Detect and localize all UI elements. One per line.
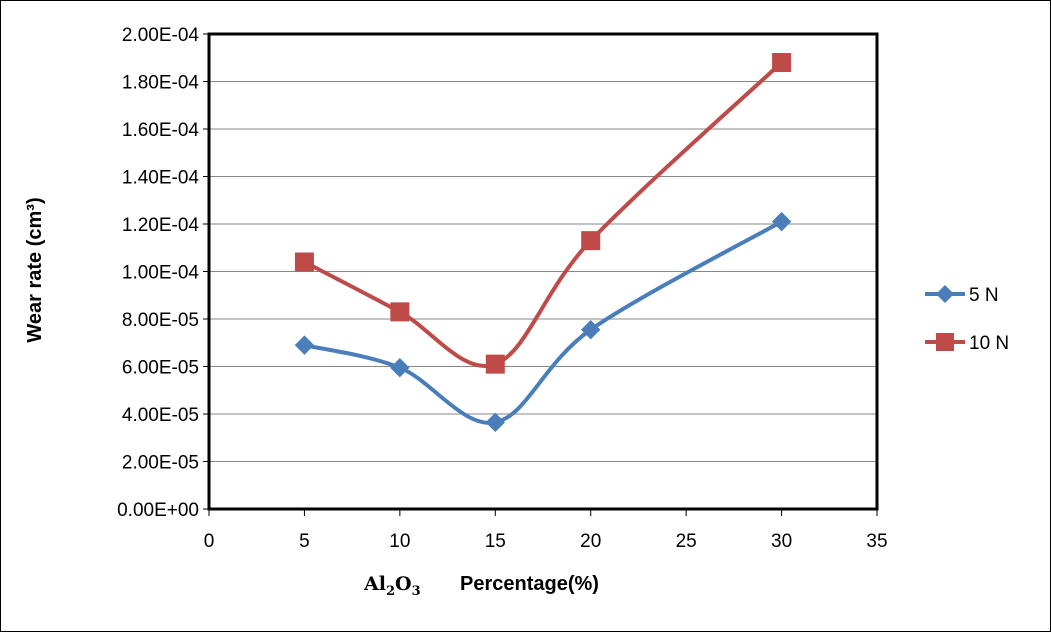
- x-tick-label: 30: [771, 531, 792, 552]
- series-5n: [294, 211, 792, 433]
- x-tick-label: 10: [389, 531, 410, 552]
- series-line: [303, 61, 783, 368]
- legend-item-5n: 5 N: [925, 285, 999, 306]
- x-tick-label: 15: [485, 531, 506, 552]
- x-tick-label: 20: [580, 531, 601, 552]
- legend: 5 N 10 N: [925, 285, 1009, 354]
- data-point-square: [294, 252, 314, 272]
- data-point-square: [390, 302, 410, 322]
- gridlines: [209, 33, 877, 462]
- x-tick-label: 5: [299, 531, 310, 552]
- data-point-diamond: [294, 335, 315, 355]
- y-axis-ticks: 0.00E+00 2.00E-05 4.00E-05 6.00E-05 8.00E-05…: [117, 25, 209, 521]
- data-point-diamond: [485, 412, 505, 433]
- data-point-square: [581, 231, 601, 251]
- x-axis-formula: Al2O3: [363, 573, 421, 599]
- legend-item-10n: 10 N: [925, 333, 1009, 354]
- data-point-diamond: [771, 211, 792, 232]
- x-tick-label: 0: [204, 531, 215, 552]
- y-tick-label: 8.00E-05: [122, 310, 199, 331]
- y-tick-label: 1.80E-04: [122, 73, 200, 94]
- series-10n: [294, 53, 792, 374]
- data-point-diamond: [581, 319, 601, 340]
- formula-sub-3: 3: [412, 584, 421, 599]
- series-layer: [294, 53, 792, 433]
- y-tick-label: 1.40E-04: [122, 168, 200, 189]
- legend-label-5n: 5 N: [969, 285, 999, 306]
- x-axis-title: Percentage(%): [460, 573, 599, 595]
- series-line: [303, 219, 783, 425]
- legend-label-10n: 10 N: [969, 333, 1009, 354]
- y-tick-label: 0.00E+00: [117, 500, 199, 521]
- x-axis-ticks: 0 5 10 15 20 25 30 35: [204, 509, 888, 552]
- x-tick-label: 25: [676, 531, 697, 552]
- x-tick-label: 35: [866, 531, 887, 552]
- y-tick-label: 1.20E-04: [122, 215, 200, 236]
- legend-marker-square: [936, 333, 954, 351]
- y-tick-label: 1.00E-04: [122, 263, 200, 284]
- formula-sub-2: 2: [386, 584, 395, 599]
- x-axis-title-group: Al2O3 Percentage(%): [363, 573, 599, 599]
- y-tick-label: 1.60E-04: [122, 120, 200, 141]
- formula-o: O: [395, 573, 412, 595]
- y-tick-label: 2.00E-04: [122, 25, 200, 46]
- formula-al: Al: [363, 573, 386, 595]
- y-tick-label: 4.00E-05: [122, 405, 199, 426]
- data-point-square: [485, 354, 505, 374]
- data-point-square: [772, 53, 792, 72]
- y-tick-label: 6.00E-05: [122, 358, 199, 379]
- legend-marker-diamond: [936, 285, 954, 303]
- y-axis-title: Wear rate (cm³): [24, 197, 46, 342]
- data-point-diamond: [390, 357, 410, 378]
- y-tick-label: 2.00E-05: [122, 453, 199, 474]
